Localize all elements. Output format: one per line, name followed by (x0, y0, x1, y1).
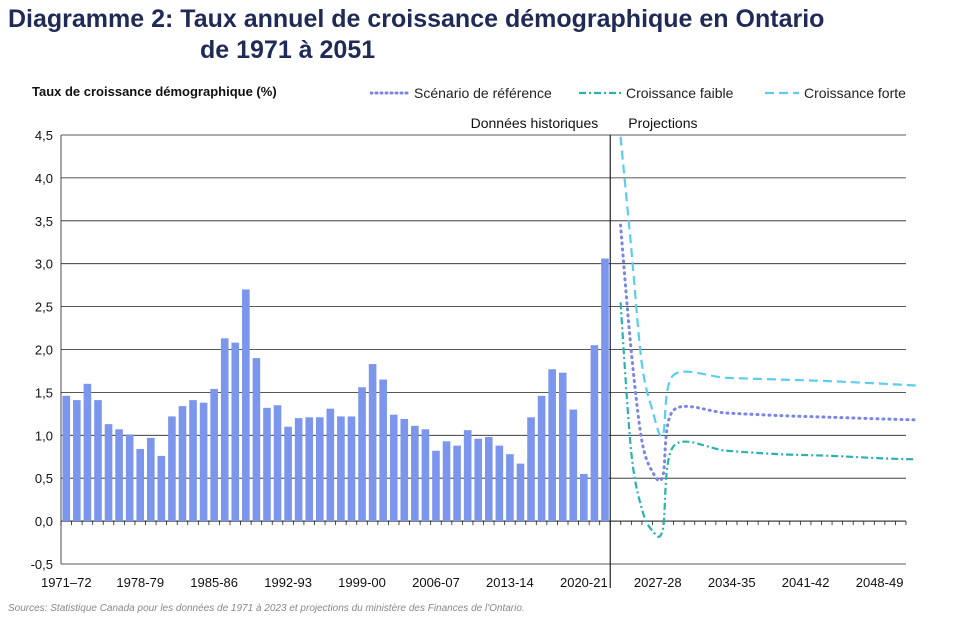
bar-2022–23 (601, 258, 609, 522)
bar-1983–84 (189, 400, 197, 522)
y-tick-label: 3,5 (35, 214, 53, 229)
bar-2015–16 (527, 417, 535, 522)
x-tick-label: 2048-49 (856, 575, 904, 590)
bar-1981–82 (168, 416, 176, 522)
y-tick-label: 4,5 (35, 128, 53, 143)
y-tick-label: 3,0 (35, 257, 53, 272)
bar-1972–73 (73, 400, 81, 522)
bar-1995–96 (315, 417, 324, 522)
label-projections: Projections (628, 115, 697, 131)
label-historical: Données historiques (471, 115, 599, 131)
bar-2000–01 (368, 364, 377, 522)
bar-1982–83 (178, 406, 187, 522)
bar-2003–04 (400, 418, 409, 522)
y-tick-label: 0,0 (35, 514, 53, 529)
bar-1991–92 (273, 405, 282, 522)
series-line-dash-dot (619, 302, 917, 538)
bar-1986–87 (220, 338, 229, 522)
x-tick-label: 1985-86 (190, 575, 238, 590)
bar-1997–98 (337, 416, 345, 522)
bar-1977–78 (125, 434, 134, 522)
bar-2021–22 (590, 345, 599, 522)
y-axis-label: Taux de croissance démographique (%) (32, 84, 277, 99)
x-tick-label: 2013-14 (486, 575, 534, 590)
y-tick-label: 4,0 (35, 171, 53, 186)
bar-2019–20 (569, 409, 578, 522)
bar-2013-14 (506, 454, 514, 522)
x-tick-label: 1999-00 (338, 575, 386, 590)
legend-item-high: Croissance forte (764, 85, 906, 101)
legend-swatch-reference (370, 91, 410, 95)
source-note: Sources: Statistique Canada pour les don… (8, 603, 525, 614)
bar-2016–17 (537, 395, 546, 522)
x-tick-label: 2006-07 (412, 575, 460, 590)
bar-2011–12 (484, 437, 493, 522)
legend-label-low: Croissance faible (626, 85, 734, 101)
y-tick-label: 2,5 (35, 300, 53, 315)
bar-1999-00 (358, 387, 366, 522)
x-tick-label: 1978-79 (116, 575, 164, 590)
bar-1989–90 (252, 358, 261, 522)
chart-title: Diagramme 2: Taux annuel de croissance d… (8, 4, 824, 66)
bar-1992-93 (284, 426, 292, 522)
x-tick-label: 2041-42 (782, 575, 830, 590)
bar-2008–09 (453, 445, 461, 522)
bar-1973–74 (83, 383, 92, 522)
bar-2007–08 (442, 441, 451, 522)
chart-title-line1: Diagramme 2: Taux annuel de croissance d… (8, 5, 825, 33)
bar-1984–85 (199, 402, 208, 522)
bar-1980–81 (157, 455, 166, 522)
bar-1979–80 (146, 437, 155, 522)
bar-1987–88 (231, 342, 240, 522)
legend-item-reference: Scénario de référence (370, 85, 552, 101)
bar-1993–94 (294, 418, 303, 522)
bar-2005–06 (421, 429, 430, 522)
x-tick-label: 2020-21 (560, 575, 608, 590)
x-tick-label: 2034-35 (708, 575, 756, 590)
x-tick-label: 1992-93 (264, 575, 312, 590)
bar-2018–19 (558, 372, 567, 522)
y-tick-label: -0,5 (31, 557, 53, 572)
x-tick-label: 1971–72 (41, 575, 92, 590)
bar-2014–15 (516, 463, 525, 522)
bar-1985-86 (210, 388, 218, 522)
bar-1971–72 (62, 395, 71, 522)
bar-1974–75 (94, 400, 102, 522)
bar-2010–11 (474, 438, 483, 522)
series-line-dashed (619, 136, 917, 438)
chart-title-line2: de 1971 à 2051 (200, 36, 376, 64)
bar-2017–18 (548, 369, 556, 522)
y-tick-label: 1,0 (35, 428, 53, 443)
bar-1998–99 (347, 416, 356, 522)
series-line-dotted (619, 223, 918, 483)
x-tick-label: 2027-28 (634, 575, 682, 590)
bar-1994–95 (305, 417, 314, 522)
bar-2002–03 (389, 414, 398, 522)
bar-1990–91 (263, 407, 271, 522)
legend-label-high: Croissance forte (804, 85, 906, 101)
y-tick-label: 1,5 (35, 385, 53, 400)
legend-swatch-low (579, 91, 621, 95)
bar-1976–77 (115, 429, 123, 522)
bar-1975–76 (104, 424, 113, 522)
bar-2001–02 (379, 379, 387, 522)
y-tick-label: 2,0 (35, 343, 53, 358)
bar-2020-21 (580, 473, 588, 522)
bar-2009–10 (463, 430, 472, 522)
bar-2004–05 (411, 425, 419, 522)
bar-1978-79 (136, 449, 145, 522)
bar-1996–97 (326, 408, 335, 522)
bar-2006-07 (432, 450, 440, 522)
legend-item-low: Croissance faible (578, 85, 733, 101)
bar-1988–89 (242, 289, 250, 522)
y-tick-label: 0,5 (35, 471, 53, 486)
legend-swatch-high (765, 91, 799, 95)
bar-2012–13 (495, 445, 504, 522)
legend-label-reference: Scénario de référence (414, 85, 552, 101)
